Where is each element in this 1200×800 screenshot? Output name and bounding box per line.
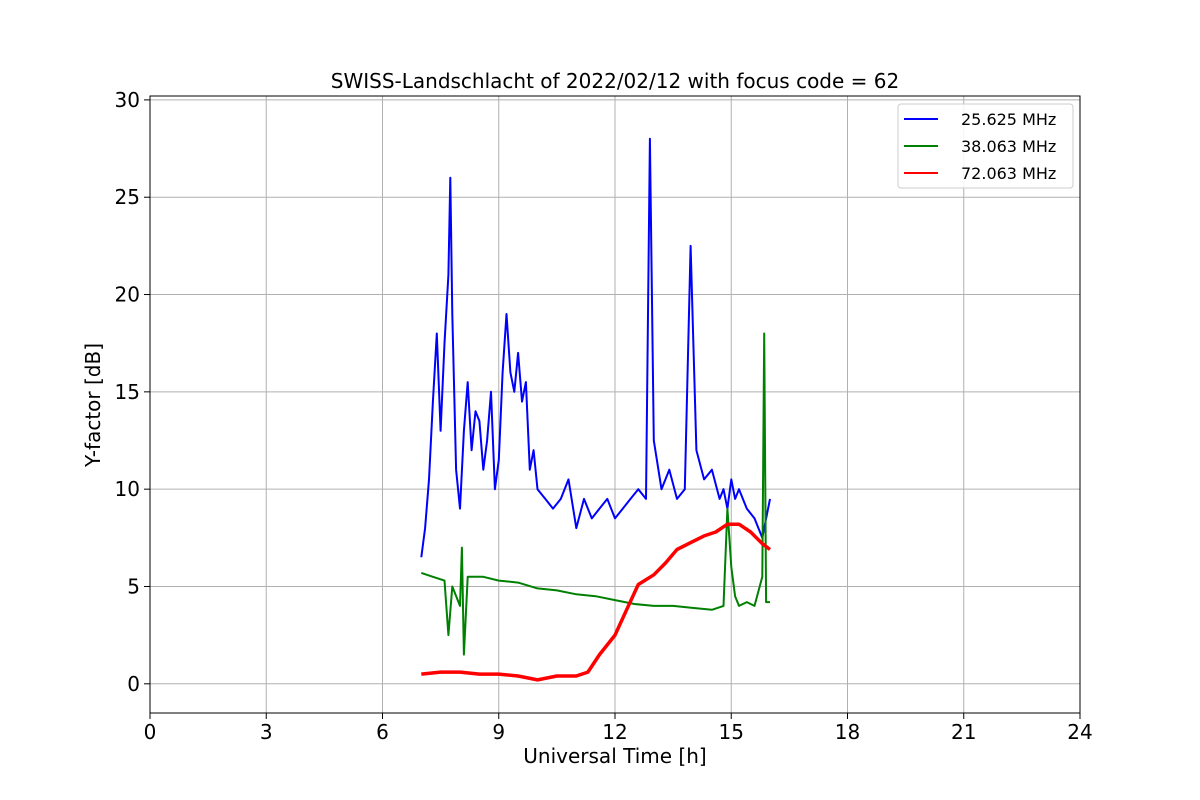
- x-tick-label: 6: [376, 720, 389, 744]
- x-axis-label: Universal Time [h]: [523, 744, 706, 768]
- ticks: 0 3 6 9 12 15 18 21 24 0 5 10 15 20 25 30: [115, 88, 1093, 744]
- y-tick-label: 5: [127, 574, 140, 598]
- x-tick-label: 21: [951, 720, 976, 744]
- y-tick-label: 0: [127, 672, 140, 696]
- x-tick-label: 24: [1067, 720, 1092, 744]
- y-tick-label: 25: [115, 185, 140, 209]
- x-tick-label: 18: [835, 720, 860, 744]
- y-axis-label: Y-factor [dB]: [81, 343, 105, 468]
- legend-label-3: 72.063 MHz: [961, 164, 1056, 183]
- x-tick-label: 3: [260, 720, 273, 744]
- y-tick-label: 10: [115, 477, 140, 501]
- x-tick-label: 0: [144, 720, 157, 744]
- chart-title: SWISS-Landschlacht of 2022/02/12 with fo…: [331, 69, 899, 93]
- legend-label-1: 25.625 MHz: [961, 110, 1056, 129]
- legend: 25.625 MHz 38.063 MHz 72.063 MHz: [897, 103, 1074, 189]
- legend-box: [897, 103, 1074, 189]
- y-tick-label: 20: [115, 283, 140, 307]
- series-line-2: [420, 332, 770, 656]
- series-layer: [420, 137, 772, 682]
- x-tick-label: 15: [719, 720, 744, 744]
- series-line-3: [421, 522, 772, 682]
- x-tick-label: 12: [602, 720, 627, 744]
- x-tick-label: 9: [492, 720, 505, 744]
- legend-label-2: 38.063 MHz: [961, 137, 1056, 156]
- y-tick-label: 15: [115, 380, 140, 404]
- y-tick-label: 30: [115, 88, 140, 112]
- series-line-1: [420, 137, 771, 558]
